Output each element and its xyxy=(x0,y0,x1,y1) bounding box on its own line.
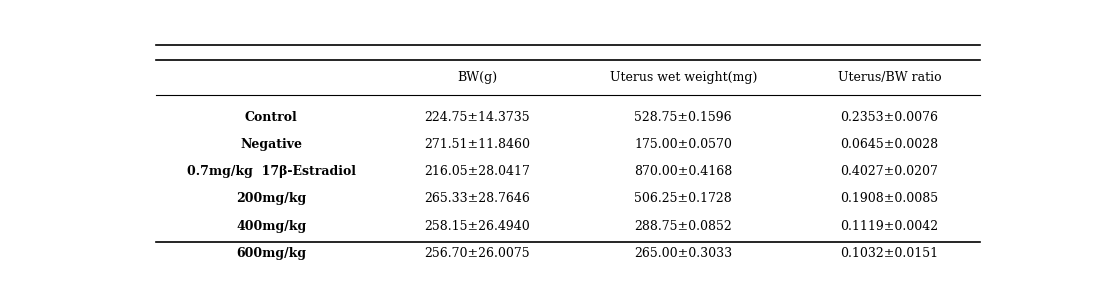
Text: 265.33±28.7646: 265.33±28.7646 xyxy=(424,192,530,205)
Text: 506.25±0.1728: 506.25±0.1728 xyxy=(635,192,732,205)
Text: 0.2353±0.0076: 0.2353±0.0076 xyxy=(840,111,938,124)
Text: 870.00±0.4168: 870.00±0.4168 xyxy=(634,165,732,178)
Text: 0.0645±0.0028: 0.0645±0.0028 xyxy=(840,138,938,151)
Text: 224.75±14.3735: 224.75±14.3735 xyxy=(424,111,530,124)
Text: BW(g): BW(g) xyxy=(458,71,497,84)
Text: Uterus wet weight(mg): Uterus wet weight(mg) xyxy=(609,71,757,84)
Text: 216.05±28.0417: 216.05±28.0417 xyxy=(424,165,530,178)
Text: 0.7mg/kg  17β-Estradiol: 0.7mg/kg 17β-Estradiol xyxy=(186,165,356,178)
Text: 528.75±0.1596: 528.75±0.1596 xyxy=(635,111,732,124)
Text: Negative: Negative xyxy=(240,138,302,151)
Text: 0.1032±0.0151: 0.1032±0.0151 xyxy=(840,247,938,260)
Text: 0.4027±0.0207: 0.4027±0.0207 xyxy=(840,165,938,178)
Text: 175.00±0.0570: 175.00±0.0570 xyxy=(634,138,732,151)
Text: 0.1908±0.0085: 0.1908±0.0085 xyxy=(840,192,938,205)
Text: 0.1119±0.0042: 0.1119±0.0042 xyxy=(840,219,938,232)
Text: 400mg/kg: 400mg/kg xyxy=(236,219,306,232)
Text: Control: Control xyxy=(245,111,297,124)
Text: 258.15±26.4940: 258.15±26.4940 xyxy=(424,219,530,232)
Text: 600mg/kg: 600mg/kg xyxy=(236,247,306,260)
Text: 271.51±11.8460: 271.51±11.8460 xyxy=(424,138,530,151)
Text: 288.75±0.0852: 288.75±0.0852 xyxy=(635,219,732,232)
Text: 256.70±26.0075: 256.70±26.0075 xyxy=(424,247,530,260)
Text: Uterus/BW ratio: Uterus/BW ratio xyxy=(838,71,941,84)
Text: 200mg/kg: 200mg/kg xyxy=(236,192,306,205)
Text: 265.00±0.3033: 265.00±0.3033 xyxy=(634,247,732,260)
